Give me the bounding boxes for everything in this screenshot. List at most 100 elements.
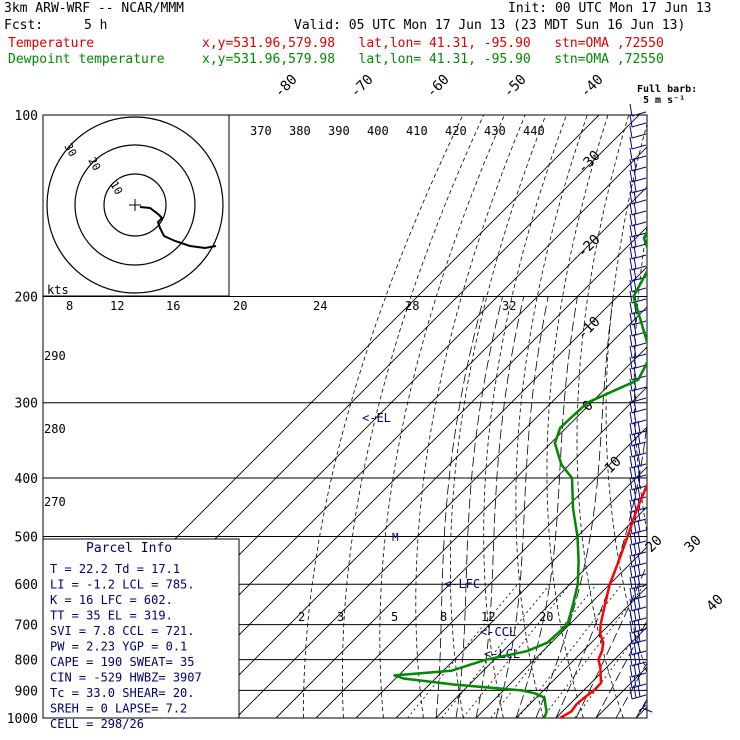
wind-barb-feather <box>637 486 641 499</box>
wind-barb-feather <box>629 345 633 359</box>
wind-barb-feather <box>633 355 637 368</box>
isotherm-line <box>155 226 647 718</box>
wind-barb-feather <box>633 190 637 203</box>
mixing-ratio-line <box>490 583 597 718</box>
wind-barb-feather <box>629 609 633 623</box>
mixing-ratio-line <box>462 583 571 718</box>
theta-label: 420 <box>445 124 467 138</box>
dry-adiabat <box>576 115 630 718</box>
moist-adiabat <box>575 563 647 718</box>
isotherm-line <box>435 506 647 718</box>
dry-adiabat <box>450 115 547 718</box>
wind-barb-feather <box>629 576 633 590</box>
wind-barb-feather <box>629 334 633 348</box>
mixing-ratio-label: 12 <box>481 610 495 624</box>
wind-barb-feather <box>629 367 633 381</box>
wind-barb-feather <box>629 565 633 579</box>
isotherm-line <box>635 706 647 718</box>
pressure-label: 300 <box>15 397 38 412</box>
wind-barb-feather <box>629 598 633 612</box>
wind-barb-feather <box>637 673 641 686</box>
parcel-info-title: Parcel Info <box>86 541 172 556</box>
wind-barb-feather <box>629 389 633 403</box>
level-marker: <-EL <box>362 411 391 425</box>
wind-barb-feather <box>637 640 641 653</box>
isotherm-line <box>235 306 647 718</box>
hodograph-axis-label: 24 <box>313 299 327 313</box>
wind-barb-feather <box>629 191 633 205</box>
isotherm-label: -40 <box>578 72 607 101</box>
wind-barb-feather <box>637 475 641 488</box>
wind-barb-feather <box>633 685 637 698</box>
isotherm-label: -10 <box>575 314 604 343</box>
wind-barb-feather <box>633 674 637 687</box>
dry-adiabat <box>546 115 609 718</box>
wind-barb-feather <box>633 388 637 401</box>
wind-barb-feather <box>633 553 637 566</box>
pressure-label: 900 <box>15 684 38 699</box>
wind-barb-feather <box>629 400 633 414</box>
wind-barb-feather <box>629 422 633 436</box>
theta-label: 400 <box>367 124 389 138</box>
wind-barb-feather <box>637 596 641 609</box>
wind-barb-feather <box>629 499 633 513</box>
theta-label: 380 <box>289 124 311 138</box>
wind-barb-feather <box>637 431 641 444</box>
moist-adiabat <box>435 296 485 718</box>
wind-barb-feather <box>633 476 637 489</box>
wind-barb-staff <box>631 144 647 150</box>
barb-key-title: Full barb: <box>637 84 698 95</box>
wind-barb-feather <box>629 158 633 172</box>
parcel-info-row: T = 22.2 Td = 17.1 <box>50 562 180 576</box>
moist-adiabat <box>595 619 647 718</box>
isotherm-line <box>355 426 647 718</box>
wind-barb-feather <box>633 212 637 225</box>
dewpoint-station-info: x,y=531.96,579.98 lat,lon= 41.31, -95.90… <box>202 52 664 67</box>
pressure-label: 500 <box>15 530 38 545</box>
temperature-station-info: x,y=531.96,579.98 lat,lon= 41.31, -95.90… <box>202 36 664 51</box>
moist-adiabat <box>515 296 578 718</box>
isotherm-label: -20 <box>575 232 604 261</box>
wind-barb-feather <box>629 653 633 667</box>
isotherm-line <box>195 266 647 718</box>
wind-barb-feather <box>633 531 637 544</box>
wind-barb-feather <box>629 444 633 458</box>
wind-barb-feather <box>637 508 641 521</box>
dry-adiabat <box>342 115 484 718</box>
forecast-hours: 5 h <box>84 18 108 33</box>
hodograph-ring-label: 10 <box>107 179 125 197</box>
dry-adiabat <box>515 115 588 718</box>
dry-adiabat <box>688 115 740 718</box>
hodograph-ring <box>74 144 196 266</box>
pressure-label: 800 <box>15 654 38 669</box>
wind-barbs <box>629 103 647 700</box>
wind-barb-feather <box>633 256 637 269</box>
hodograph-ring <box>46 116 224 294</box>
theta-label: 370 <box>250 124 272 138</box>
wind-barb-feather <box>629 235 633 249</box>
wind-barb-feather <box>629 543 633 557</box>
dry-adiabat <box>379 115 505 718</box>
level-marker-m: M <box>392 531 399 544</box>
wind-barb-feather <box>629 631 633 645</box>
parcel-info-row: SVI = 7.8 CCL = 721. <box>50 624 195 638</box>
wind-barb-feather <box>633 575 637 588</box>
isotherm-line <box>315 386 647 718</box>
wind-barb-feather <box>633 498 637 511</box>
dry-adiabat <box>415 115 526 718</box>
theta-label: 430 <box>484 124 506 138</box>
hodograph-axis-label: 28 <box>405 299 419 313</box>
wind-barb-feather <box>633 652 637 665</box>
wind-barb-feather <box>633 542 637 555</box>
wind-barb-feather <box>633 619 637 632</box>
parcel-info-row: LI = -1.2 LCL = 785. <box>50 578 195 592</box>
wind-barb-feather <box>629 180 633 194</box>
wind-barb-feather <box>633 630 637 643</box>
wind-barb-feather <box>633 366 637 379</box>
wind-barb-feather <box>633 410 637 423</box>
hodograph-axis-label: 12 <box>110 299 124 313</box>
wind-barb-feather <box>633 157 637 170</box>
level-marker: <-LFC <box>444 577 480 591</box>
wind-barb-feather <box>629 356 633 370</box>
